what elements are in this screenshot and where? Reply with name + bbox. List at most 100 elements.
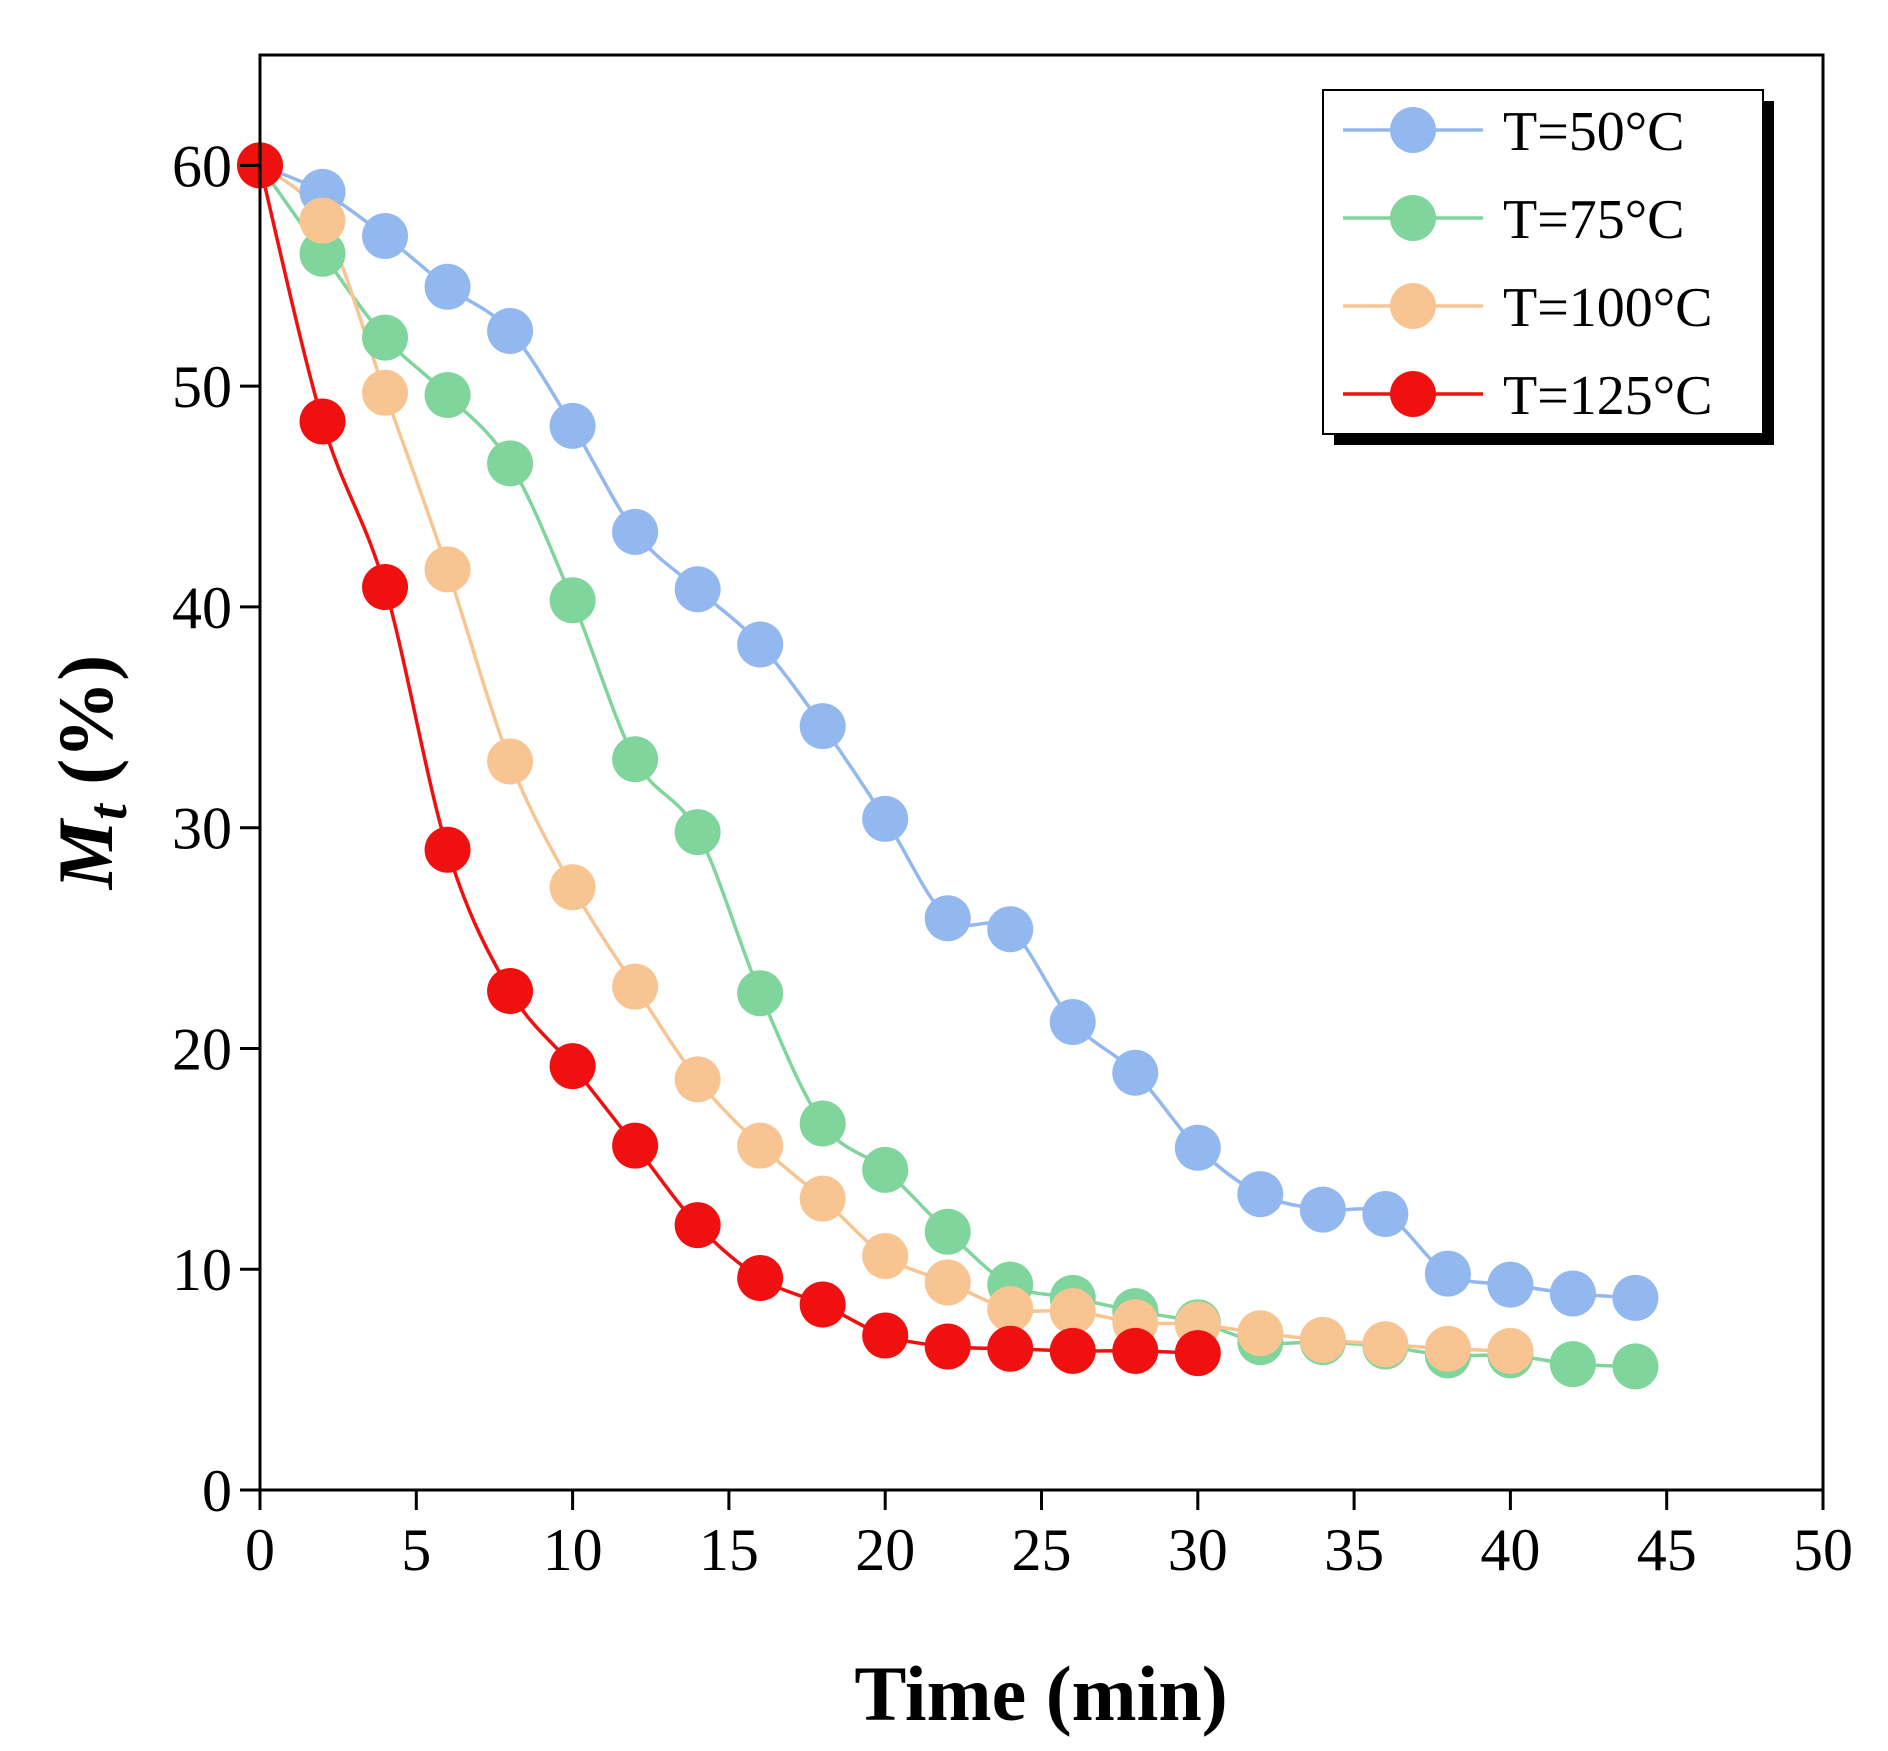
data-point — [987, 1325, 1034, 1372]
data-point — [799, 1281, 846, 1328]
x-tick-label: 0 — [245, 1517, 275, 1583]
y-tick-label: 30 — [172, 796, 232, 862]
legend: T=50°C T=75°C T=100°C T=125°C — [1322, 89, 1774, 445]
data-point — [674, 1202, 721, 1249]
data-point — [862, 1232, 909, 1279]
legend-label: T=100°C — [1503, 277, 1713, 339]
data-point — [1549, 1341, 1596, 1388]
data-point — [737, 1255, 784, 1302]
data-point — [1299, 1316, 1346, 1363]
y-tick-label: 0 — [202, 1458, 232, 1524]
x-axis-title: Time (min) — [854, 1650, 1227, 1737]
data-point — [549, 864, 596, 911]
data-point — [924, 1259, 971, 1306]
y-axis-title-sub: t — [77, 803, 139, 820]
data-point — [424, 546, 471, 593]
y-tick-label: 40 — [172, 575, 232, 641]
y-tick-label: 60 — [172, 133, 232, 199]
data-point — [1612, 1274, 1659, 1321]
data-point — [1612, 1343, 1659, 1390]
data-point — [674, 809, 721, 856]
x-tick-label: 40 — [1480, 1517, 1540, 1583]
y-axis-title: Mt (%) — [42, 655, 139, 891]
y-axis-title-unit: (%) — [42, 655, 129, 804]
x-axis: 0 5 10 15 20 25 30 35 40 45 50 — [245, 1490, 1853, 1583]
legend-label: T=75°C — [1503, 189, 1685, 251]
data-point — [612, 1122, 659, 1169]
y-tick-label: 20 — [172, 1016, 232, 1082]
data-point — [737, 621, 784, 668]
data-point — [612, 736, 659, 783]
x-tick-label: 30 — [1168, 1517, 1228, 1583]
plot-area — [237, 142, 1659, 1390]
y-tick-label: 10 — [172, 1237, 232, 1303]
data-point — [1049, 1327, 1096, 1374]
data-point — [1424, 1325, 1471, 1372]
data-point — [362, 564, 409, 611]
data-point — [424, 263, 471, 310]
data-point — [862, 1146, 909, 1193]
data-point — [987, 1285, 1034, 1332]
data-point — [924, 895, 971, 942]
data-point — [1362, 1321, 1409, 1368]
data-point — [612, 508, 659, 555]
data-point — [674, 1056, 721, 1103]
x-tick-label: 35 — [1324, 1517, 1384, 1583]
data-point — [487, 738, 534, 785]
series-markers — [237, 142, 1659, 1390]
data-point — [1174, 1330, 1221, 1377]
series-markers-3 — [237, 142, 1221, 1377]
data-point — [799, 703, 846, 750]
data-point — [362, 369, 409, 416]
data-point — [862, 1312, 909, 1359]
data-point — [1299, 1186, 1346, 1233]
data-point — [924, 1323, 971, 1370]
data-point — [299, 398, 346, 445]
data-point — [362, 314, 409, 361]
y-tick-label: 50 — [172, 354, 232, 420]
data-point — [424, 826, 471, 873]
data-point — [549, 402, 596, 449]
data-point — [1112, 1049, 1159, 1096]
data-point — [487, 307, 534, 354]
series-markers-2 — [237, 142, 1534, 1374]
data-point — [737, 970, 784, 1017]
legend-marker — [1390, 195, 1436, 241]
data-point — [612, 963, 659, 1010]
data-point — [487, 440, 534, 487]
x-tick-label: 15 — [699, 1517, 759, 1583]
x-tick-label: 45 — [1637, 1517, 1697, 1583]
data-point — [862, 795, 909, 842]
x-tick-label: 25 — [1012, 1517, 1072, 1583]
y-axis: 0 10 20 30 40 50 60 — [172, 133, 260, 1524]
y-axis-title-main: M — [42, 817, 129, 891]
data-point — [1424, 1250, 1471, 1297]
data-point — [549, 1043, 596, 1090]
data-point — [987, 906, 1034, 953]
x-tick-label: 10 — [543, 1517, 603, 1583]
data-point — [549, 577, 596, 624]
data-point — [799, 1100, 846, 1147]
data-point — [1174, 1124, 1221, 1171]
data-point — [674, 566, 721, 613]
data-point — [487, 968, 534, 1015]
data-point — [299, 197, 346, 244]
legend-label: T=125°C — [1503, 365, 1713, 427]
data-point — [1237, 1171, 1284, 1218]
data-point — [1362, 1191, 1409, 1238]
data-point — [1487, 1261, 1534, 1308]
data-point — [362, 213, 409, 260]
legend-label: T=50°C — [1503, 101, 1685, 163]
data-point — [924, 1208, 971, 1255]
legend-marker — [1390, 107, 1436, 153]
x-tick-label: 5 — [401, 1517, 431, 1583]
data-point — [1237, 1310, 1284, 1357]
data-point — [799, 1175, 846, 1222]
data-point — [737, 1122, 784, 1169]
data-point — [1049, 998, 1096, 1045]
x-tick-label: 20 — [855, 1517, 915, 1583]
data-point — [424, 371, 471, 418]
legend-box — [1322, 89, 1764, 435]
data-point — [1112, 1327, 1159, 1374]
